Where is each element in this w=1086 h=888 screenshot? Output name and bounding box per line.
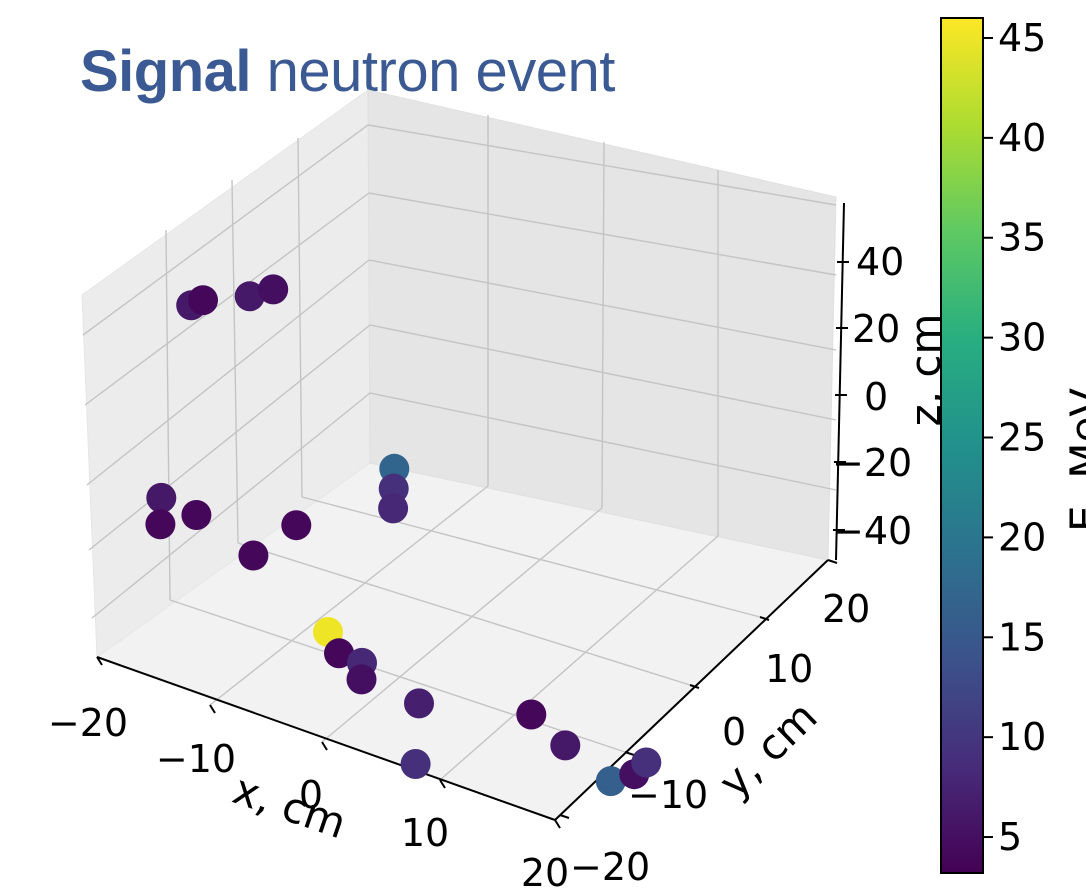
scatter-point <box>595 766 626 797</box>
grid-line <box>165 229 171 601</box>
scatter-point <box>631 747 662 778</box>
chart-title: Signal neutron event <box>80 38 615 105</box>
grid-line <box>209 485 489 706</box>
colorbar-tick-label: 35 <box>998 216 1046 260</box>
x-tick-labels: −20 −10 0 10 20 <box>48 701 569 888</box>
grid-line <box>231 179 239 544</box>
scatter-point <box>516 699 547 730</box>
grid-line <box>368 192 837 276</box>
y-tick-mark <box>559 814 570 819</box>
grid-line <box>601 141 605 509</box>
y-tick-mark <box>827 559 838 564</box>
scatter-point <box>550 730 581 761</box>
scatter-point <box>188 285 218 316</box>
grid-line <box>88 324 371 551</box>
y-tick-mark <box>624 751 635 756</box>
grid-line <box>369 324 837 421</box>
chart-title-bold: Signal <box>80 39 252 104</box>
z-tick-label: 0 <box>864 375 888 419</box>
grid-line <box>82 124 369 336</box>
grid-line <box>321 507 603 743</box>
colorbar-gradient <box>940 17 984 874</box>
x-tick-label: 20 <box>521 851 569 888</box>
colorbar-label: E, MeV <box>1061 388 1086 532</box>
y-tick-label: 0 <box>722 710 746 754</box>
z-tick-label: 20 <box>852 307 900 351</box>
grid-lines <box>82 115 837 781</box>
y-tick-label: 20 <box>822 587 870 631</box>
grid-line <box>301 496 761 618</box>
scatter-point <box>346 664 377 695</box>
y-tick-mark <box>689 684 700 689</box>
scatter-point <box>281 510 312 541</box>
grid-line <box>237 542 691 686</box>
colorbar-tick-label: 45 <box>998 16 1046 60</box>
scatter-point <box>181 500 212 530</box>
y-tick-label: 10 <box>765 647 813 691</box>
z-tick-label: −20 <box>832 441 912 485</box>
scatter-points <box>145 274 662 797</box>
scatter-point <box>258 274 289 305</box>
x-tick-mark <box>554 819 561 829</box>
scatter-point <box>400 749 431 779</box>
y-tick-label: −20 <box>570 845 650 888</box>
x-tick-label: −10 <box>156 737 236 781</box>
z-tick-label: −40 <box>832 509 912 553</box>
grid-line <box>86 259 370 486</box>
x-tick-label: 10 <box>401 811 449 855</box>
grid-line <box>368 259 837 351</box>
tick-marks <box>96 261 849 829</box>
y-tick-mark <box>759 616 770 621</box>
x-tick-label: −20 <box>48 701 128 745</box>
grid-line <box>439 535 719 781</box>
colorbar: 5 10 15 20 25 30 35 40 45 E, MeV <box>940 16 1086 874</box>
z-axis-line <box>835 202 845 561</box>
x-axis-line <box>96 656 556 821</box>
colorbar-tick-label: 10 <box>998 715 1046 759</box>
grid-line <box>91 392 371 619</box>
scatter-point <box>238 540 269 571</box>
x-tick-label: 0 <box>299 773 323 817</box>
scatter-point <box>145 509 176 540</box>
colorbar-tick-label: 40 <box>998 116 1046 160</box>
scatter-point <box>324 638 354 669</box>
x-tick-mark <box>209 704 216 714</box>
z-tick-label: 40 <box>856 240 904 284</box>
back-wall-pane <box>367 89 837 561</box>
grid-line <box>369 392 837 491</box>
colorbar-tick-label: 5 <box>998 815 1022 859</box>
x-tick-mark <box>439 779 446 789</box>
colorbar-tick-label: 30 <box>998 316 1046 360</box>
grid-line <box>84 192 370 406</box>
x-tick-mark <box>321 741 328 751</box>
scatter-point <box>234 281 265 312</box>
colorbar-tick-label: 20 <box>998 515 1046 559</box>
colorbar-ticks: 5 10 15 20 25 30 35 40 45 <box>983 16 1046 859</box>
scatter-point <box>378 493 409 524</box>
colorbar-tick-label: 25 <box>998 416 1046 460</box>
colorbar-tick-label: 15 <box>998 615 1046 659</box>
grid-line <box>297 137 303 498</box>
x-tick-mark <box>96 656 103 666</box>
grid-line <box>367 124 837 206</box>
grid-line <box>169 599 626 753</box>
z-tick-labels: −40 −20 0 20 40 <box>832 240 912 553</box>
scatter-point <box>146 482 177 513</box>
x-axis-label: x, cm <box>227 764 352 848</box>
chart-title-rest: neutron event <box>251 39 616 104</box>
scatter-point <box>404 688 434 719</box>
